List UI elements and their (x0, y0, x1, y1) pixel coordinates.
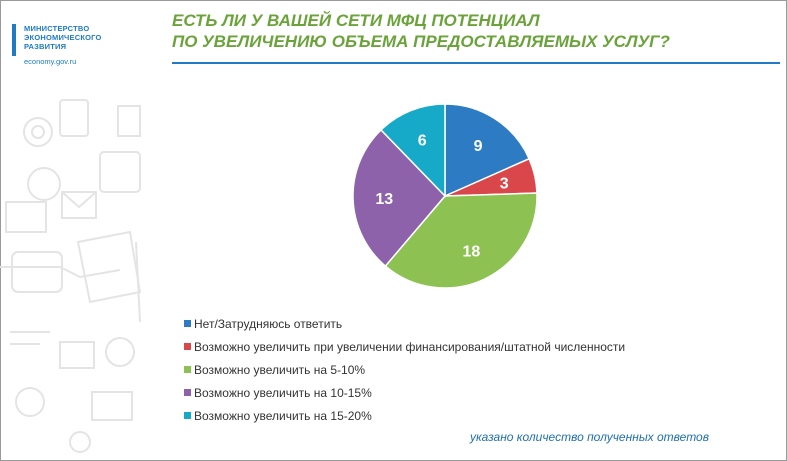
legend-swatch (184, 320, 191, 327)
legend-swatch (184, 366, 191, 373)
logo-name-line-2: ЭКОНОМИЧЕСКОГО (24, 33, 102, 42)
legend-label: Возможно увеличить при увеличении финанс… (194, 340, 626, 354)
title-underline (172, 62, 780, 64)
logo-bar (12, 24, 16, 56)
pie-data-label-5: 6 (418, 133, 427, 150)
pie-data-label-1: 9 (474, 138, 483, 155)
legend-item-2: Возможно увеличить при увеличении финанс… (184, 339, 625, 355)
logo-name-line-3: РАЗВИТИЯ (24, 42, 67, 51)
pie-slice-5 (379, 103, 446, 198)
legend-label: Нет/Затрудняюсь ответить (194, 317, 343, 331)
pie-data-label-2: 3 (500, 175, 509, 192)
legend-swatch (184, 412, 191, 419)
title-line-2: ПО УВЕЛИЧЕНИЮ ОБЪЕМА ПРЕДОСТАВЛЯЕМЫХ УСЛ… (172, 32, 670, 51)
logo-url: economy.gov.ru (24, 57, 77, 66)
pie-slice-4 (352, 128, 447, 268)
legend-item-1: Нет/Затрудняюсь ответить (184, 316, 342, 332)
pie-slice-3 (384, 192, 538, 289)
legend-item-5: Возможно увеличить на 15-20% (184, 408, 372, 424)
title-line-1: ЕСТЬ ЛИ У ВАШЕЙ СЕТИ МФЦ ПОТЕНЦИАЛ (172, 11, 540, 30)
pie-data-label-3: 18 (462, 244, 480, 261)
legend-label: Возможно увеличить на 10-15% (194, 386, 372, 400)
logo-name: МИНИСТЕРСТВО ЭКОНОМИЧЕСКОГО РАЗВИТИЯ (24, 24, 144, 51)
legend-swatch (184, 389, 191, 396)
legend-item-4: Возможно увеличить на 10-15% (184, 385, 372, 401)
legend-item-3: Возможно увеличить на 5-10% (184, 362, 365, 378)
legend-swatch (184, 343, 191, 350)
footnote: указано количество полученных ответов (470, 430, 709, 444)
slide-title: ЕСТЬ ЛИ У ВАШЕЙ СЕТИ МФЦ ПОТЕНЦИАЛ ПО УВ… (172, 10, 772, 52)
legend-label: Возможно увеличить на 5-10% (194, 363, 366, 377)
decorative-office-illustration (0, 99, 142, 453)
pie-slice-1 (444, 103, 531, 198)
pie-data-label-4: 13 (375, 191, 393, 208)
logo-name-line-1: МИНИСТЕРСТВО (24, 24, 90, 33)
legend-label: Возможно увеличить на 15-20% (194, 409, 372, 423)
